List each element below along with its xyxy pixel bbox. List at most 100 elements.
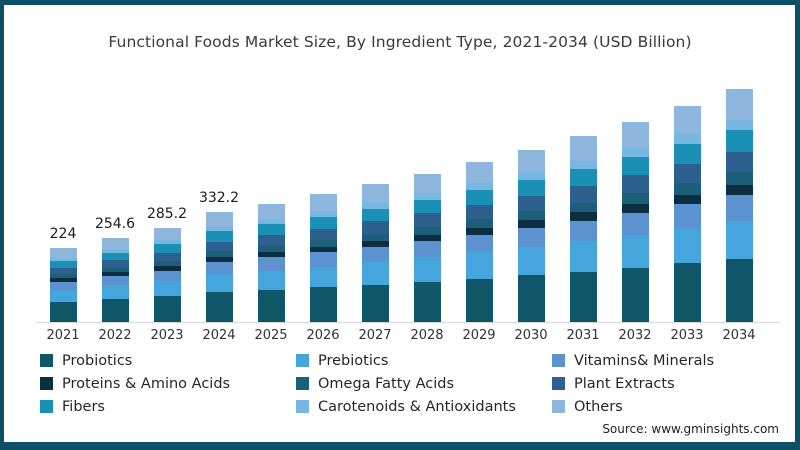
x-tick-label-2025: 2025 bbox=[254, 328, 288, 343]
bar-value-label-2021: 224 bbox=[49, 225, 77, 242]
x-tick-label-2023: 2023 bbox=[150, 328, 184, 343]
bar-segment-carotenoids-and-antioxidants bbox=[725, 119, 753, 130]
bar-segment-vitaminsand-minerals bbox=[465, 234, 493, 253]
bar-segment-prebiotics bbox=[257, 270, 285, 290]
bar-segment-proteins-and-amino-acids bbox=[673, 194, 701, 205]
bar-segment-carotenoids-and-antioxidants bbox=[413, 193, 441, 200]
legend-swatch-icon bbox=[296, 354, 309, 367]
bar-segment-prebiotics bbox=[517, 247, 545, 276]
bar-segment-vitaminsand-minerals bbox=[621, 212, 649, 235]
bar-segment-proteins-and-amino-acids bbox=[621, 203, 649, 213]
bar-segment-fibers bbox=[101, 252, 129, 261]
bar-2029 bbox=[465, 162, 493, 322]
bar-segment-carotenoids-and-antioxidants bbox=[49, 257, 77, 261]
bar-segment-omega-fatty-acids bbox=[49, 274, 77, 279]
bar-segment-prebiotics bbox=[621, 234, 649, 268]
bar-segment-others bbox=[725, 89, 753, 120]
legend-swatch-icon bbox=[552, 354, 565, 367]
legend-item-omega-fatty-acids: Omega Fatty Acids bbox=[296, 375, 552, 392]
bar-segment-fibers bbox=[361, 208, 389, 222]
bar-segment-fibers bbox=[569, 168, 597, 186]
bar-segment-omega-fatty-acids bbox=[517, 211, 545, 221]
bar-segment-others bbox=[621, 121, 649, 148]
bar-segment-vitaminsand-minerals bbox=[205, 262, 233, 275]
x-tick-label-2034: 2034 bbox=[722, 328, 756, 343]
bar-segment-probiotics bbox=[361, 284, 389, 322]
bar-segment-proteins-and-amino-acids bbox=[101, 272, 129, 277]
bar-segment-plant-extracts bbox=[517, 195, 545, 212]
bar-segment-fibers bbox=[673, 143, 701, 164]
bar-segment-omega-fatty-acids bbox=[153, 261, 181, 267]
bar-segment-vitaminsand-minerals bbox=[673, 204, 701, 229]
bar-2033 bbox=[673, 106, 701, 322]
bar-segment-carotenoids-and-antioxidants bbox=[257, 219, 285, 225]
bar-segment-probiotics bbox=[569, 271, 597, 322]
bar-segment-omega-fatty-acids bbox=[257, 245, 285, 253]
legend: Probiotics Prebiotics Vitamins& Minerals Pr… bbox=[40, 352, 764, 415]
x-tick-label-2021: 2021 bbox=[46, 328, 80, 343]
bar-segment-plant-extracts bbox=[569, 186, 597, 203]
legend-item-vitaminsand-minerals: Vitamins& Minerals bbox=[552, 352, 764, 369]
legend-swatch-icon bbox=[552, 400, 565, 413]
bar-segment-others bbox=[361, 184, 389, 203]
legend-swatch-icon bbox=[552, 377, 565, 390]
bar-segment-carotenoids-and-antioxidants bbox=[309, 211, 337, 217]
bar-segment-probiotics bbox=[413, 281, 441, 322]
bar-segment-carotenoids-and-antioxidants bbox=[465, 183, 493, 191]
bar-segment-proteins-and-amino-acids bbox=[361, 240, 389, 247]
bar-segment-plant-extracts bbox=[49, 267, 77, 275]
legend-item-probiotics: Probiotics bbox=[40, 352, 296, 369]
bar-segment-omega-fatty-acids bbox=[569, 202, 597, 213]
bar-segment-prebiotics bbox=[361, 262, 389, 285]
bar-segment-fibers bbox=[49, 260, 77, 268]
bar-segment-plant-extracts bbox=[673, 163, 701, 184]
bar-segment-prebiotics bbox=[465, 252, 493, 279]
bar-segment-proteins-and-amino-acids bbox=[153, 266, 181, 271]
bar-segment-prebiotics bbox=[309, 266, 337, 288]
bar-segment-plant-extracts bbox=[465, 205, 493, 220]
legend-item-fibers: Fibers bbox=[40, 398, 296, 415]
bar-segment-prebiotics bbox=[725, 220, 753, 259]
bar-segment-others bbox=[257, 203, 285, 220]
legend-swatch-icon bbox=[296, 377, 309, 390]
bar-segment-plant-extracts bbox=[413, 213, 441, 227]
bar-segment-others bbox=[569, 136, 597, 161]
bar-segment-fibers bbox=[621, 156, 649, 176]
bar-segment-fibers bbox=[153, 244, 181, 254]
chart-title: Functional Foods Market Size, By Ingredi… bbox=[108, 33, 692, 51]
bar-segment-vitaminsand-minerals bbox=[153, 270, 181, 281]
bar-segment-proteins-and-amino-acids bbox=[725, 184, 753, 195]
bar-segment-omega-fatty-acids bbox=[413, 226, 441, 235]
legend-swatch-icon bbox=[40, 377, 53, 390]
bar-2034 bbox=[725, 89, 753, 322]
bar-segment-vitaminsand-minerals bbox=[569, 220, 597, 242]
bar-segment-plant-extracts bbox=[621, 175, 649, 194]
bar-segment-probiotics bbox=[517, 275, 545, 322]
bar-segment-fibers bbox=[205, 231, 233, 242]
x-tick-label-2024: 2024 bbox=[202, 328, 236, 343]
bar-segment-vitaminsand-minerals bbox=[309, 252, 337, 267]
bar-segment-prebiotics bbox=[101, 285, 129, 300]
legend-item-proteins-and-amino-acids: Proteins & Amino Acids bbox=[40, 375, 296, 392]
bar-segment-plant-extracts bbox=[205, 241, 233, 252]
bar-segment-others bbox=[465, 162, 493, 184]
bar-segment-fibers bbox=[413, 199, 441, 214]
bar-segment-carotenoids-and-antioxidants bbox=[517, 172, 545, 180]
bar-2023 bbox=[153, 227, 181, 322]
bar-2030 bbox=[517, 149, 545, 322]
bar-2032 bbox=[621, 121, 649, 322]
bar-2028 bbox=[413, 173, 441, 322]
bar-segment-proteins-and-amino-acids bbox=[205, 257, 233, 263]
bar-segment-others bbox=[153, 227, 181, 241]
bar-segment-carotenoids-and-antioxidants bbox=[361, 202, 389, 209]
bar-segment-carotenoids-and-antioxidants bbox=[153, 240, 181, 245]
bar-segment-probiotics bbox=[205, 292, 233, 322]
legend-label: Fibers bbox=[62, 398, 105, 415]
bar-segment-proteins-and-amino-acids bbox=[413, 234, 441, 242]
bar-segment-prebiotics bbox=[49, 289, 77, 302]
bar-2026 bbox=[309, 194, 337, 322]
source-link[interactable]: Source: www.gminsights.com bbox=[602, 422, 779, 436]
bar-segment-carotenoids-and-antioxidants bbox=[101, 248, 129, 253]
bar-2021 bbox=[49, 248, 77, 322]
bar-segment-fibers bbox=[309, 216, 337, 229]
